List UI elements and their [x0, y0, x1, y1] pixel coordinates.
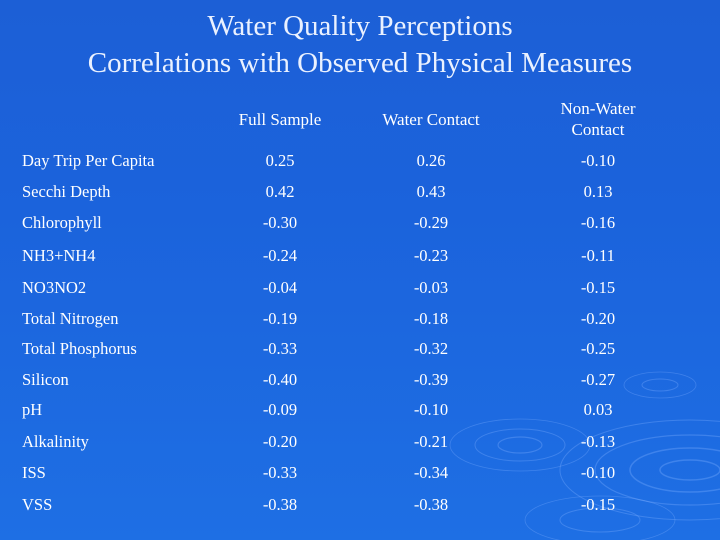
title-line-2: Correlations with Observed Physical Meas… [87, 47, 633, 79]
title-line-1: Water Quality Perceptions [207, 10, 513, 42]
row-label: Total Nitrogen [22, 309, 119, 328]
cell-water-contact: -0.21 [413, 432, 449, 451]
row-label: Silicon [22, 370, 69, 389]
cell-water-contact: -0.23 [413, 246, 449, 265]
cell-non-water-contact: -0.20 [580, 309, 616, 328]
cell-non-water-contact: -0.13 [580, 432, 616, 451]
row-label: Secchi Depth [22, 182, 111, 201]
cell-full-sample: -0.24 [262, 246, 298, 265]
row-label: pH [22, 400, 43, 419]
cell-full-sample: 0.25 [265, 151, 295, 170]
column-header-text: Full Sample [238, 110, 322, 129]
cell-non-water-contact: 0.13 [583, 182, 613, 201]
row-label: Alkalinity [22, 432, 89, 451]
cell-full-sample: -0.30 [262, 213, 298, 232]
row-label: Total Phosphorus [22, 339, 137, 358]
column-header-text: Water Contact [382, 110, 480, 129]
column-header-non-water-contact: Non-Water Contact [538, 98, 658, 140]
column-header-text: Contact [571, 120, 625, 139]
row-label: ISS [22, 463, 46, 482]
cell-water-contact: -0.10 [413, 400, 449, 419]
row-label: NO3NO2 [22, 278, 87, 297]
cell-non-water-contact: -0.15 [580, 495, 616, 514]
cell-non-water-contact: -0.15 [580, 278, 616, 297]
row-label: NH3+NH4 [22, 246, 96, 265]
cell-water-contact: -0.18 [413, 309, 449, 328]
column-header-text: Non-Water [560, 99, 636, 118]
cell-water-contact: -0.34 [413, 463, 449, 482]
slide-title: Water Quality Perceptions Correlations w… [0, 8, 720, 82]
row-label: Chlorophyll [22, 213, 102, 232]
cell-water-contact: -0.03 [413, 278, 449, 297]
cell-full-sample: -0.33 [262, 463, 298, 482]
cell-full-sample: -0.38 [262, 495, 298, 514]
cell-non-water-contact: 0.03 [583, 400, 613, 419]
cell-water-contact: 0.26 [416, 151, 446, 170]
cell-water-contact: 0.43 [416, 182, 446, 201]
cell-full-sample: -0.04 [262, 278, 298, 297]
column-header-water-contact: Water Contact [361, 109, 501, 130]
cell-full-sample: -0.40 [262, 370, 298, 389]
cell-non-water-contact: -0.25 [580, 339, 616, 358]
row-label: Day Trip Per Capita [22, 151, 155, 170]
cell-water-contact: -0.39 [413, 370, 449, 389]
cell-non-water-contact: -0.10 [580, 151, 616, 170]
cell-full-sample: -0.09 [262, 400, 298, 419]
cell-full-sample: -0.19 [262, 309, 298, 328]
cell-non-water-contact: -0.27 [580, 370, 616, 389]
row-label: VSS [22, 495, 53, 514]
cell-water-contact: -0.38 [413, 495, 449, 514]
cell-non-water-contact: -0.11 [581, 246, 615, 265]
column-header-full-sample: Full Sample [215, 109, 345, 130]
cell-full-sample: -0.33 [262, 339, 298, 358]
cell-water-contact: -0.29 [413, 213, 449, 232]
cell-non-water-contact: -0.16 [580, 213, 616, 232]
cell-full-sample: -0.20 [262, 432, 298, 451]
cell-non-water-contact: -0.10 [580, 463, 616, 482]
cell-full-sample: 0.42 [265, 182, 295, 201]
cell-water-contact: -0.32 [413, 339, 449, 358]
